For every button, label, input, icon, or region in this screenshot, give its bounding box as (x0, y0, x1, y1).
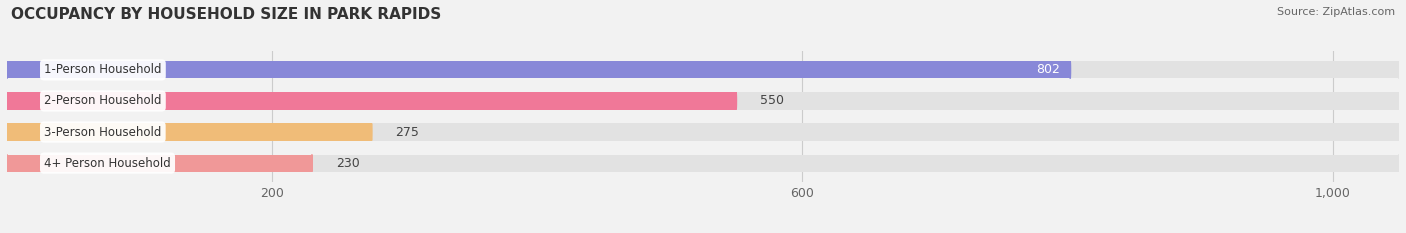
Text: 230: 230 (336, 157, 360, 170)
Text: 1-Person Household: 1-Person Household (44, 63, 162, 76)
Bar (7, 61, 1070, 79)
Bar (7, 61, 1399, 79)
Text: 3-Person Household: 3-Person Household (44, 126, 162, 139)
Bar (7, 123, 371, 140)
Text: Source: ZipAtlas.com: Source: ZipAtlas.com (1277, 7, 1395, 17)
Bar (7, 154, 1399, 172)
Text: 550: 550 (761, 94, 785, 107)
Text: 802: 802 (1036, 63, 1060, 76)
Bar (7, 93, 737, 110)
Bar (7, 154, 312, 172)
Text: 2-Person Household: 2-Person Household (44, 94, 162, 107)
Text: OCCUPANCY BY HOUSEHOLD SIZE IN PARK RAPIDS: OCCUPANCY BY HOUSEHOLD SIZE IN PARK RAPI… (11, 7, 441, 22)
Bar (7, 123, 1399, 140)
Text: 4+ Person Household: 4+ Person Household (44, 157, 172, 170)
Text: 275: 275 (395, 126, 419, 139)
Bar (7, 93, 1399, 110)
